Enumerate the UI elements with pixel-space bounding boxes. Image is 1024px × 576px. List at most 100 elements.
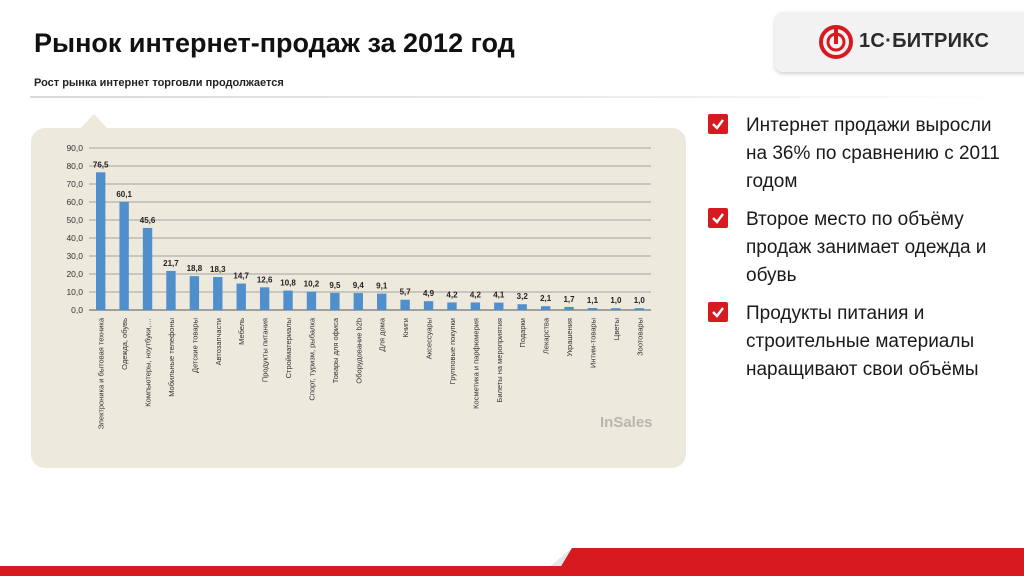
checkbox-icon	[708, 302, 728, 322]
bar	[400, 299, 410, 310]
x-tick-label: Мобильные телефоны	[167, 318, 176, 397]
x-tick-label: Автозапчасти	[214, 318, 223, 365]
logo-panel: 1С·БИТРИКС	[775, 12, 1024, 72]
logo-text: 1С·БИТРИКС	[859, 30, 990, 52]
data-label: 12,6	[257, 275, 273, 284]
x-tick-label: Косметика и парфюмерия	[471, 318, 480, 409]
insales-watermark: InSales	[600, 414, 653, 431]
x-tick-label: Компьютеры, ноутбуки,…	[144, 318, 153, 407]
data-label: 2,1	[540, 294, 552, 303]
x-tick-label: Товары для офиса	[331, 317, 340, 383]
bar	[611, 308, 621, 310]
data-label: 4,2	[470, 290, 482, 299]
y-tick-label: 80,0	[66, 161, 83, 171]
bar	[96, 172, 106, 310]
y-tick-label: 70,0	[66, 179, 83, 189]
bullet-text: Интернет продажи выросли на 36% по сравн…	[746, 115, 1000, 192]
data-label: 21,7	[163, 259, 179, 268]
data-label: 5,7	[400, 288, 412, 297]
x-tick-label: Лекарства	[542, 317, 551, 354]
data-label: 4,2	[446, 290, 458, 299]
data-label: 60,1	[116, 190, 132, 199]
bar	[353, 293, 363, 310]
data-label: 1,0	[634, 296, 646, 305]
data-label: 1,7	[563, 295, 575, 304]
data-label: 9,1	[376, 282, 388, 291]
y-tick-label: 20,0	[66, 269, 83, 279]
data-label: 10,2	[304, 280, 320, 289]
bar	[423, 301, 434, 310]
bar	[236, 283, 246, 310]
x-tick-label: Продукты питания	[261, 318, 270, 382]
x-tick-label: Интим-товары	[588, 318, 597, 368]
x-tick-label: Детские товары	[190, 318, 199, 373]
bar-chart: 0,0 10,0 20,0 30,0 40,0 50,0 60,0 70,0 80,0 90,0 7…	[66, 143, 651, 430]
data-label: 18,3	[210, 265, 226, 274]
footer-tab	[560, 548, 1024, 568]
x-tick-label: Электроника и бытовая техника	[97, 317, 106, 429]
data-label: 14,7	[233, 272, 249, 281]
x-tick-label: Оборудование b2b	[354, 318, 363, 384]
x-tick-label: Для дома	[378, 317, 387, 351]
bitrix-logo-icon	[819, 25, 853, 59]
bar	[213, 277, 223, 310]
page-title: Рынок интернет-продаж за 2012 год	[34, 28, 515, 58]
page-subtitle: Рост рынка интернет торговли продолжаетс…	[34, 77, 284, 89]
bar	[119, 201, 129, 310]
y-tick-label: 10,0	[66, 287, 83, 297]
data-label: 1,0	[610, 296, 622, 305]
bar	[330, 292, 340, 310]
bullet-item: Второе место по объёму продаж занимает о…	[708, 206, 1008, 290]
x-tick-label: Стройматериалы	[284, 318, 293, 378]
data-label: 45,6	[140, 216, 156, 225]
data-label: 18,8	[187, 264, 203, 273]
x-tick-label: Одежда, обувь	[120, 318, 129, 370]
data-label: 76,5	[93, 160, 109, 169]
x-tick-label: Украшения	[565, 318, 574, 357]
bar	[564, 306, 574, 310]
y-tick-label: 30,0	[66, 251, 83, 261]
x-tick-label: Цветы	[612, 318, 621, 340]
bar	[494, 302, 504, 310]
checkbox-icon	[708, 114, 728, 134]
y-tick-label: 90,0	[66, 143, 83, 153]
data-label: 3,2	[517, 292, 529, 301]
bar	[166, 270, 176, 310]
bullet-item: Интернет продажи выросли на 36% по сравн…	[708, 112, 1008, 196]
x-tick-label: Подарки	[518, 318, 527, 348]
bar	[587, 308, 598, 310]
data-label: 9,5	[329, 281, 341, 290]
bar	[517, 304, 527, 310]
y-tick-label: 60,0	[66, 197, 83, 207]
bullet-text: Второе место по объёму продаж занимает о…	[746, 209, 987, 286]
y-tick-label: 50,0	[66, 215, 83, 225]
data-label: 1,1	[587, 296, 599, 305]
data-label: 4,1	[493, 291, 505, 300]
x-tick-label: Зоотовары	[635, 318, 644, 356]
bar	[142, 227, 153, 310]
data-label: 10,8	[280, 279, 296, 288]
bar	[540, 306, 551, 310]
bar	[634, 308, 644, 310]
bar	[259, 287, 270, 310]
x-tick-label: Спорт, туризм, рыбалка	[307, 317, 316, 400]
footer-bar	[0, 566, 1024, 576]
bar	[189, 276, 200, 310]
bullet-item: Продукты питания и строительные материал…	[708, 300, 1008, 384]
bar	[447, 302, 457, 310]
x-tick-label: Билеты на мероприятия	[495, 318, 504, 403]
x-tick-label: Групповые покупки	[448, 318, 457, 384]
y-tick-label: 0,0	[71, 305, 83, 315]
x-tick-label: Мебель	[237, 318, 246, 345]
data-label: 4,9	[423, 289, 435, 298]
bar	[283, 290, 293, 310]
data-label: 9,4	[353, 281, 365, 290]
bullet-text: Продукты питания и строительные материал…	[746, 303, 979, 380]
bar	[377, 293, 387, 310]
x-tick-label: Аксессуары	[425, 318, 434, 359]
bullet-list: Интернет продажи выросли на 36% по сравн…	[708, 112, 1008, 394]
y-tick-label: 40,0	[66, 233, 83, 243]
chart-panel-notch	[80, 114, 108, 129]
bar	[470, 302, 481, 310]
bar	[306, 291, 317, 310]
